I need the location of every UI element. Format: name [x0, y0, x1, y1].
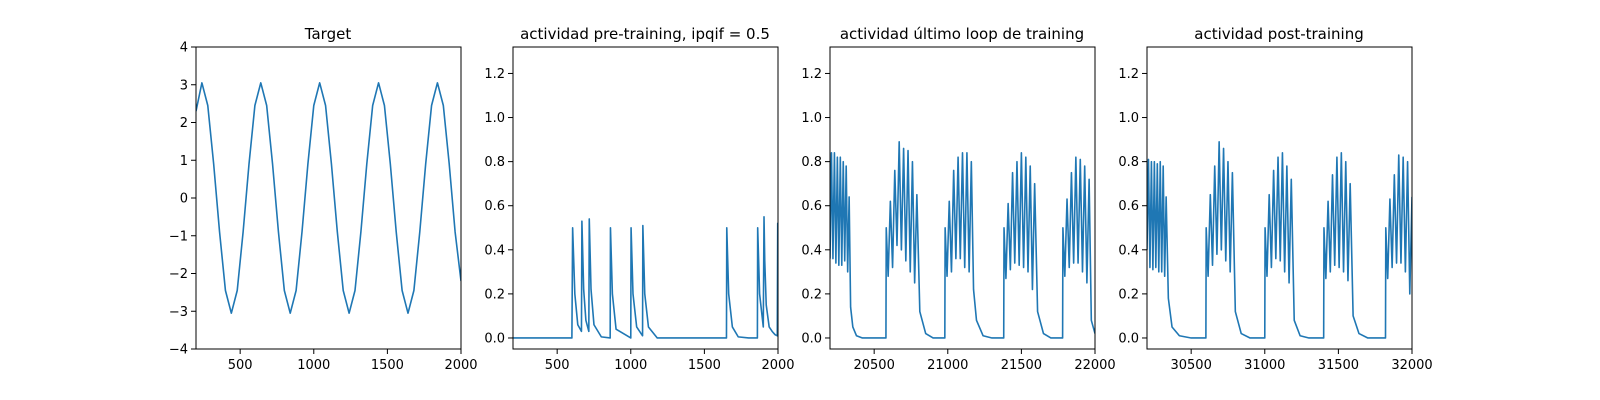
y-tick-label: 3: [180, 78, 188, 93]
y-tick-label: 0.0: [484, 331, 505, 346]
y-tick-label: 1.2: [801, 67, 822, 82]
x-tick-label: 1000: [614, 358, 647, 373]
y-tick-label: 0.2: [801, 287, 822, 302]
axes-frame: [512, 46, 779, 350]
series-line-1: [513, 215, 778, 339]
y-tick-label: −4: [169, 343, 188, 358]
y-tick-label: 1.2: [1118, 67, 1139, 82]
x-tick-label: 31000: [1244, 358, 1285, 373]
y-tick-label: −2: [169, 267, 188, 282]
x-tick-label: 31500: [1318, 358, 1359, 373]
y-tick-label: 1.0: [801, 111, 822, 126]
y-tick-label: 0.6: [484, 199, 505, 214]
subplot-1-title: Target: [304, 25, 352, 43]
x-tick-label: 21000: [927, 358, 968, 373]
y-tick-label: 0.4: [1118, 243, 1139, 258]
y-tick-label: 0.4: [801, 243, 822, 258]
y-tick-label: 0.0: [1118, 331, 1139, 346]
y-tick-label: 0.8: [1118, 155, 1139, 170]
y-tick-label: 0.8: [801, 155, 822, 170]
subplot-2: actividad pre-training, ipqif = 0.5 500 1…: [484, 25, 794, 373]
subplot-1: Target 500 1000 1500 2000 −4 −3 −2 −1 0 1 2 3 4: [169, 25, 478, 373]
y-tick-label: 0.4: [484, 243, 505, 258]
y-tick-label: 1.2: [484, 67, 505, 82]
y-tick-label: 1.0: [484, 111, 505, 126]
subplot-3-plot-area: 20500 21000 21500 22000 0.0 0.2 0.4 0.6 0.8 1.0 1.…: [801, 46, 1116, 373]
x-tick-label: 2000: [444, 358, 477, 373]
subplot-3: actividad último loop de training 20500 2…: [801, 25, 1115, 373]
subplot-4-title: actividad post-training: [1194, 25, 1363, 43]
axes-frame: [1146, 46, 1413, 350]
series-line-1: [196, 82, 461, 314]
series-line-1: [830, 140, 1095, 339]
subplot-4: actividad post-training 30500 31000 31500 3…: [1118, 25, 1432, 373]
y-tick-label: 0.6: [1118, 199, 1139, 214]
x-tick-label: 30500: [1170, 358, 1211, 373]
y-tick-label: 0.2: [484, 287, 505, 302]
subplot-4-plot-area: 30500 31000 31500 32000 0.0 0.2 0.4 0.6 0.8 1.0 1.…: [1118, 46, 1433, 373]
y-tick-label: 2: [180, 116, 188, 131]
y-tick-label: 4: [180, 41, 188, 56]
y-tick-label: 1: [180, 154, 188, 169]
y-tick-label: −1: [169, 229, 188, 244]
y-tick-label: 0: [180, 192, 188, 207]
x-tick-label: 20500: [853, 358, 894, 373]
y-tick-label: 0.6: [801, 199, 822, 214]
x-tick-label: 1000: [297, 358, 330, 373]
x-tick-label: 1500: [371, 358, 404, 373]
x-tick-label: 21500: [1001, 358, 1042, 373]
y-tick-label: 0.2: [1118, 287, 1139, 302]
y-tick-label: 1.0: [1118, 111, 1139, 126]
subplot-1-plot-area: 500 1000 1500 2000 −4 −3 −2 −1 0 1 2 3 4: [169, 41, 478, 374]
y-tick-label: 0.8: [484, 155, 505, 170]
y-tick-label: 0.0: [801, 331, 822, 346]
subplot-3-title: actividad último loop de training: [840, 25, 1084, 43]
x-tick-label: 500: [545, 358, 570, 373]
subplot-2-title: actividad pre-training, ipqif = 0.5: [520, 25, 770, 43]
x-tick-label: 32000: [1391, 358, 1432, 373]
x-tick-label: 22000: [1074, 358, 1115, 373]
series-line-1: [1147, 140, 1412, 339]
x-tick-label: 2000: [761, 358, 794, 373]
x-tick-label: 500: [228, 358, 253, 373]
axes-frame: [829, 46, 1096, 350]
subplot-2-plot-area: 500 1000 1500 2000 0.0 0.2 0.4 0.6 0.8 1.0 1.2: [484, 46, 795, 373]
y-tick-label: −3: [169, 305, 188, 320]
x-tick-label: 1500: [688, 358, 721, 373]
